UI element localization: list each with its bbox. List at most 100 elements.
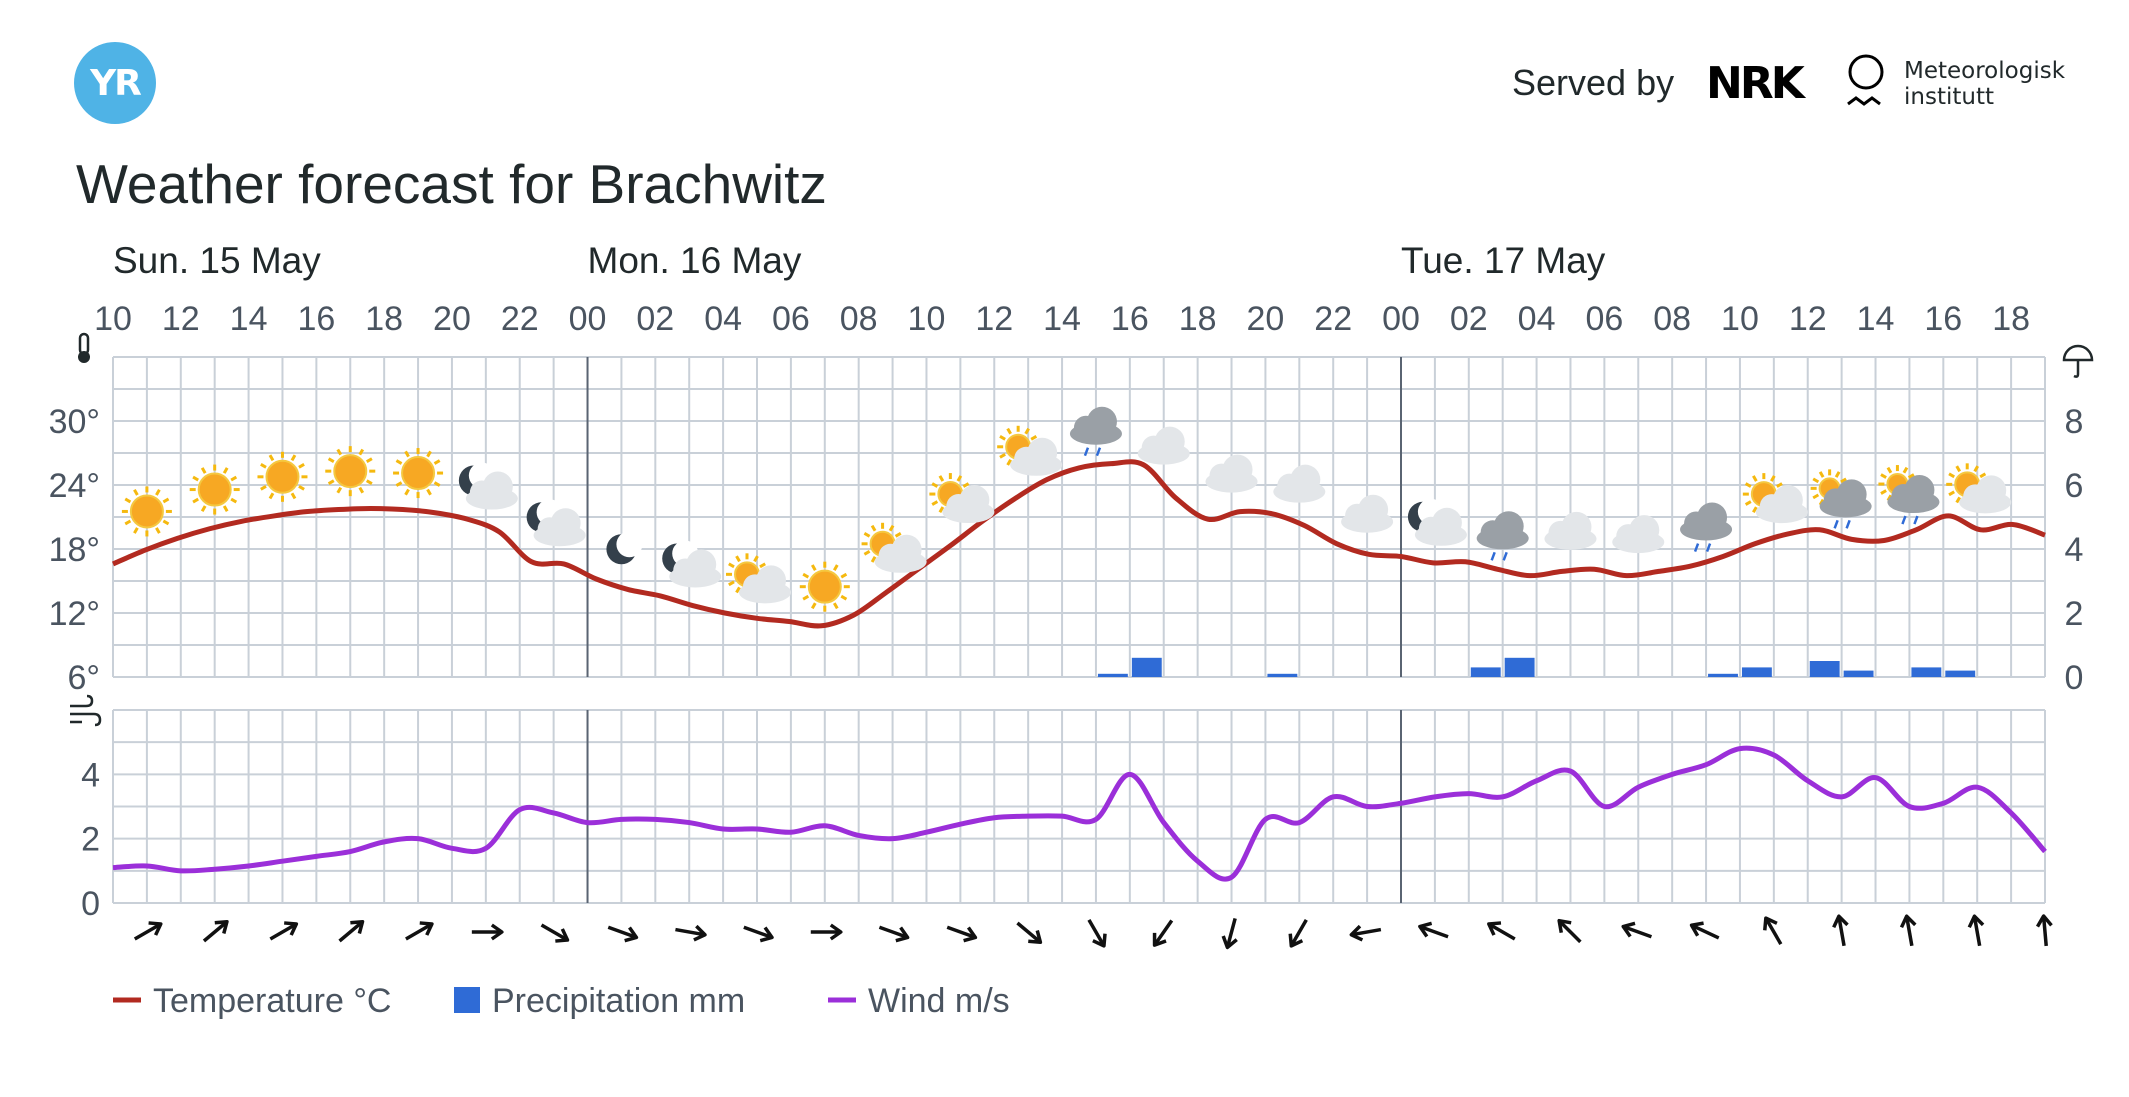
sun-ray [222,505,229,512]
wind-direction-arrow-shaft [743,925,771,939]
temperature-tick-label: 6° [67,659,100,697]
nrk-logo[interactable]: NRK [1706,58,1805,109]
wind-direction-arrow [540,923,570,943]
hour-tick-label: 10 [1721,300,1759,338]
sun-ray [735,586,741,594]
sun-ray [1770,475,1776,482]
grid-lines [112,356,2046,904]
cloud-icon [1205,454,1258,493]
moon-cloud-icon [526,499,586,547]
sun-ray [192,475,199,482]
wind-direction-arrow-head [1092,933,1107,948]
cloud-part [1431,507,1462,538]
wind-direction-arrow-shaft [269,923,296,941]
sun-ray [260,485,267,491]
wind-direction-arrow-shaft [1154,919,1174,945]
hour-tick-label: 16 [1111,300,1149,338]
wind-icon [70,694,102,727]
cloud-part [959,485,990,516]
hour-tick-label: 12 [162,300,200,338]
umbrella-icon-handle [2073,360,2080,378]
rain-cloud-icon [1476,511,1529,561]
wind-direction-arrow-shaft [878,925,907,939]
hour-tick-label: 04 [704,300,742,338]
wind-direction-arrow [269,921,299,941]
sun-disc [401,456,436,491]
sun-ray [290,454,297,462]
moon-cutout [616,531,643,558]
wind-direction-arrow [743,925,774,943]
sun-ray [426,488,432,496]
sun-ray [268,454,275,462]
sun-ray [133,489,139,496]
sun-ray [863,531,871,538]
sun-ray [1834,471,1841,478]
wind-direction-arrow [1967,914,1985,947]
sun-ray [260,463,267,469]
precipitation-bar [1741,667,1772,677]
wind-direction-arrow-head [1288,933,1304,948]
rain-drop [1901,515,1907,525]
wind-direction-arrow-head [490,923,504,941]
wind-direction-arrow [1349,924,1382,942]
sun-icon [325,446,376,497]
wind-direction-arrow-head [963,926,978,943]
sun-ray [124,519,132,526]
cloud-part [1836,479,1867,510]
wind-direction-arrow-shaft [1973,917,1982,947]
moon-cloud-icon [1407,498,1467,546]
sun-ray [1776,482,1783,488]
temperature-tick-label: 12° [49,595,100,633]
sun-ray [1840,477,1847,484]
hour-tick-label: 04 [1518,300,1556,338]
rain-drop [1705,543,1712,552]
cloud-part [1493,511,1524,542]
sun-ray [1752,506,1758,514]
cloud-part [1629,515,1660,546]
met-institute-logo[interactable]: Meteorologisk institutt [1904,58,2065,110]
wind-direction-arrow [338,919,365,943]
sun-ray [200,505,207,512]
sun-disc [807,569,842,604]
precipitation-tick-label: 6 [2065,467,2084,505]
sun-ray [1812,493,1820,500]
rain-drop [1913,515,1919,525]
cloud-part [1358,494,1389,525]
sun-ray [1948,472,1955,479]
wind-direction-arrow [1087,919,1107,948]
wind-direction-arrow-head [624,926,639,943]
wind-direction-arrow-head [419,921,434,936]
moon-icon [606,531,643,565]
wind-direction-arrow-shaft [133,923,160,941]
yr-logo[interactable]: YR [74,42,156,124]
chart-legend: Temperature °C Precipitation mm Wind m/s [113,982,1010,1020]
hour-tick-label: 20 [433,300,471,338]
sun-ray [222,467,229,474]
legend-label: Temperature °C [153,982,391,1020]
sun-ray [1902,466,1909,474]
day-label: Tue. 17 May [1401,240,1606,281]
sun-ray [1812,477,1820,484]
wind-direction-arrow-shaft [1692,924,1720,940]
sun-ray [802,594,810,601]
wind-direction-arrow-shaft [1837,917,1846,947]
wind-direction-arrow [405,921,434,941]
cloud-icon [1341,494,1394,533]
cloud-part [686,549,717,580]
sun-ray [192,497,199,504]
sun-ray [1752,475,1758,482]
wind-direction-arrow-head [693,924,707,942]
wind-direction-arrow [1832,914,1849,947]
wind-direction-arrow-head [284,921,299,936]
precipitation-bar [1097,673,1128,677]
wind-direction-arrow-shaft [540,923,567,941]
precipitation-bar [1708,673,1738,677]
temperature-line [112,459,2046,629]
sun-icon [257,451,308,502]
sun-ray [735,555,741,563]
sun-ray [931,482,939,488]
cloud-part [1697,502,1728,533]
sun-ray [336,448,343,456]
precipitation-bar [1267,673,1298,677]
cloud-icon [1544,511,1597,550]
